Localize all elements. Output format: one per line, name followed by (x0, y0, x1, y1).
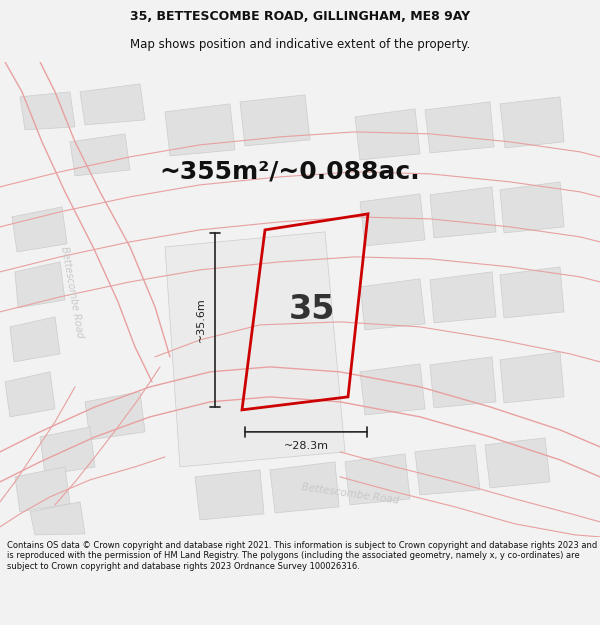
Polygon shape (270, 462, 339, 513)
Polygon shape (70, 134, 130, 176)
Polygon shape (15, 467, 70, 512)
Polygon shape (430, 187, 496, 238)
Polygon shape (195, 470, 264, 520)
Polygon shape (355, 109, 420, 160)
Polygon shape (360, 279, 425, 330)
Polygon shape (80, 84, 145, 125)
Polygon shape (165, 232, 345, 467)
Text: Contains OS data © Crown copyright and database right 2021. This information is : Contains OS data © Crown copyright and d… (7, 541, 598, 571)
Polygon shape (430, 272, 496, 323)
Polygon shape (500, 352, 564, 403)
Polygon shape (15, 262, 65, 308)
Polygon shape (85, 392, 145, 440)
Text: Bettescombe Road: Bettescombe Road (59, 245, 85, 339)
Text: ~35.6m: ~35.6m (196, 298, 206, 343)
Polygon shape (5, 372, 55, 417)
Text: 35, BETTESCOMBE ROAD, GILLINGHAM, ME8 9AY: 35, BETTESCOMBE ROAD, GILLINGHAM, ME8 9A… (130, 10, 470, 23)
Text: 35: 35 (289, 293, 335, 326)
Text: Map shows position and indicative extent of the property.: Map shows position and indicative extent… (130, 38, 470, 51)
Polygon shape (12, 207, 67, 252)
Polygon shape (500, 182, 564, 233)
Polygon shape (20, 92, 75, 130)
Polygon shape (345, 454, 410, 505)
Polygon shape (500, 267, 564, 318)
Polygon shape (485, 438, 550, 488)
Polygon shape (165, 104, 235, 156)
Polygon shape (430, 357, 496, 408)
Polygon shape (415, 445, 480, 495)
Polygon shape (240, 95, 310, 146)
Polygon shape (30, 502, 85, 535)
Polygon shape (10, 317, 60, 362)
Text: Bettescombe Road: Bettescombe Road (301, 482, 400, 506)
Text: ~28.3m: ~28.3m (284, 441, 329, 451)
Polygon shape (500, 97, 564, 148)
Polygon shape (360, 194, 425, 246)
Polygon shape (425, 102, 494, 153)
Text: ~355m²/~0.088ac.: ~355m²/~0.088ac. (160, 160, 421, 184)
Polygon shape (360, 364, 425, 415)
Polygon shape (40, 427, 95, 475)
